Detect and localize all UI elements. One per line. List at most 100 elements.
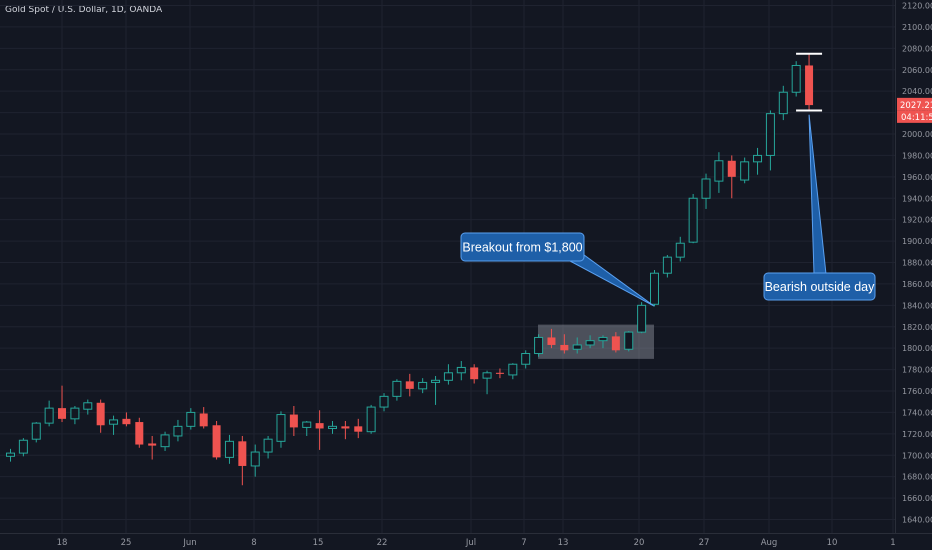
candle-body xyxy=(456,366,466,374)
bullish-candle[interactable] xyxy=(276,411,286,448)
bullish-candle[interactable] xyxy=(6,448,15,462)
x-tick-label: 20 xyxy=(634,538,645,548)
y-tick-label: 1660.000 xyxy=(902,494,932,503)
bullish-candle[interactable] xyxy=(18,438,28,457)
x-tick-label: 22 xyxy=(377,538,388,548)
candle-body xyxy=(418,381,428,390)
bullish-candle[interactable] xyxy=(224,434,234,464)
x-tick-label: 27 xyxy=(699,538,710,548)
bearish-candle[interactable] xyxy=(135,417,144,448)
candle-body xyxy=(58,408,67,419)
y-tick-label: 1760.000 xyxy=(902,387,932,396)
candle-body xyxy=(740,161,750,181)
bullish-candle[interactable] xyxy=(753,147,763,175)
bearish-candle[interactable] xyxy=(315,410,324,450)
y-tick-label: 1980.000 xyxy=(902,151,932,160)
bearish-candle[interactable] xyxy=(289,405,298,436)
bearish-candle[interactable] xyxy=(148,435,157,460)
bullish-candle[interactable] xyxy=(572,337,582,354)
bullish-candle[interactable] xyxy=(624,331,634,352)
candle-body xyxy=(6,452,15,457)
bearish-candle[interactable] xyxy=(805,53,814,111)
candle-body xyxy=(250,451,260,467)
bullish-candle[interactable] xyxy=(637,302,647,334)
bearish-candle[interactable] xyxy=(405,373,414,397)
candle-body xyxy=(624,331,634,350)
bullish-candle[interactable] xyxy=(778,85,788,121)
bearish-candle[interactable] xyxy=(495,368,504,379)
bearish-candle[interactable] xyxy=(341,420,350,440)
bearish-candle[interactable] xyxy=(470,364,479,384)
bearish-candle[interactable] xyxy=(212,420,221,460)
bullish-candle[interactable] xyxy=(379,393,389,412)
y-tick-label: 1700.000 xyxy=(902,451,932,460)
bullish-candle[interactable] xyxy=(173,419,183,442)
y-tick-label: 2120.000 xyxy=(902,2,932,11)
bullish-candle[interactable] xyxy=(418,378,428,394)
bearish-candle[interactable] xyxy=(199,407,208,429)
bearish-candle[interactable] xyxy=(611,332,620,353)
callout-box xyxy=(460,232,585,262)
bullish-candle[interactable] xyxy=(250,444,260,477)
annotation-breakout[interactable]: Breakout from $1,800 xyxy=(460,232,655,307)
candles[interactable] xyxy=(6,53,814,486)
bullish-candle[interactable] xyxy=(109,415,119,435)
candle-body xyxy=(173,425,183,437)
y-tick-label: 2040.000 xyxy=(902,87,932,96)
y-tick-label: 1780.000 xyxy=(902,366,932,375)
range-box xyxy=(538,324,654,359)
x-tick-label: 7 xyxy=(521,538,526,548)
bullish-candle[interactable] xyxy=(714,152,724,193)
candle-body xyxy=(302,421,312,428)
last-price-label: 2027.213 04:11:50 xyxy=(897,97,932,123)
candle-body xyxy=(431,379,441,383)
bullish-candle[interactable] xyxy=(662,255,672,278)
bullish-candle[interactable] xyxy=(701,173,711,209)
bearish-candle[interactable] xyxy=(122,412,131,427)
candle-body xyxy=(135,422,144,445)
candle-body xyxy=(688,197,698,243)
bearish-candle[interactable] xyxy=(58,385,67,423)
bearish-candle[interactable] xyxy=(727,155,736,199)
bullish-candle[interactable] xyxy=(160,431,170,451)
bearish-candle[interactable] xyxy=(560,334,569,354)
bullish-candle[interactable] xyxy=(263,435,273,459)
bullish-candle[interactable] xyxy=(688,193,698,244)
bullish-candle[interactable] xyxy=(302,420,312,436)
bullish-candle[interactable] xyxy=(186,408,196,430)
y-tick-label: 1800.000 xyxy=(902,344,932,353)
bearish-candle[interactable] xyxy=(96,399,105,433)
bullish-candle[interactable] xyxy=(675,236,685,262)
bullish-candle[interactable] xyxy=(534,334,544,357)
bullish-candle[interactable] xyxy=(44,400,54,427)
bullish-candle[interactable] xyxy=(70,405,80,425)
candle-body xyxy=(753,154,763,163)
bullish-candle[interactable] xyxy=(521,350,531,369)
last-price-value: 2027.213 xyxy=(900,101,932,111)
bearish-candle[interactable] xyxy=(238,435,247,486)
annotation-outside-day[interactable]: Bearish outside day xyxy=(763,114,876,301)
bullish-candle[interactable] xyxy=(31,422,41,443)
annotations[interactable]: Breakout from $1,800 Bearish outside day xyxy=(460,114,876,307)
bearish-candle[interactable] xyxy=(354,418,363,439)
bullish-candle[interactable] xyxy=(765,110,775,171)
bullish-candle[interactable] xyxy=(328,420,337,434)
y-tick-label: 2080.000 xyxy=(902,44,932,53)
bullish-candle[interactable] xyxy=(83,399,93,415)
x-tick-label: 15 xyxy=(313,538,324,548)
bullish-candle[interactable] xyxy=(443,364,453,385)
candle-body xyxy=(199,413,208,427)
bullish-candle[interactable] xyxy=(508,363,518,380)
bearish-candle[interactable] xyxy=(547,328,556,349)
bullish-candle[interactable] xyxy=(392,379,402,401)
bullish-candle[interactable] xyxy=(598,335,608,349)
bullish-candle[interactable] xyxy=(791,61,801,97)
bullish-candle[interactable] xyxy=(431,376,441,405)
bullish-candle[interactable] xyxy=(585,335,595,349)
bullish-candle[interactable] xyxy=(366,404,376,434)
bullish-candle[interactable] xyxy=(482,370,492,395)
bullish-candle[interactable] xyxy=(740,157,750,184)
bullish-candle[interactable] xyxy=(650,269,659,307)
bullish-candle[interactable] xyxy=(456,361,466,381)
